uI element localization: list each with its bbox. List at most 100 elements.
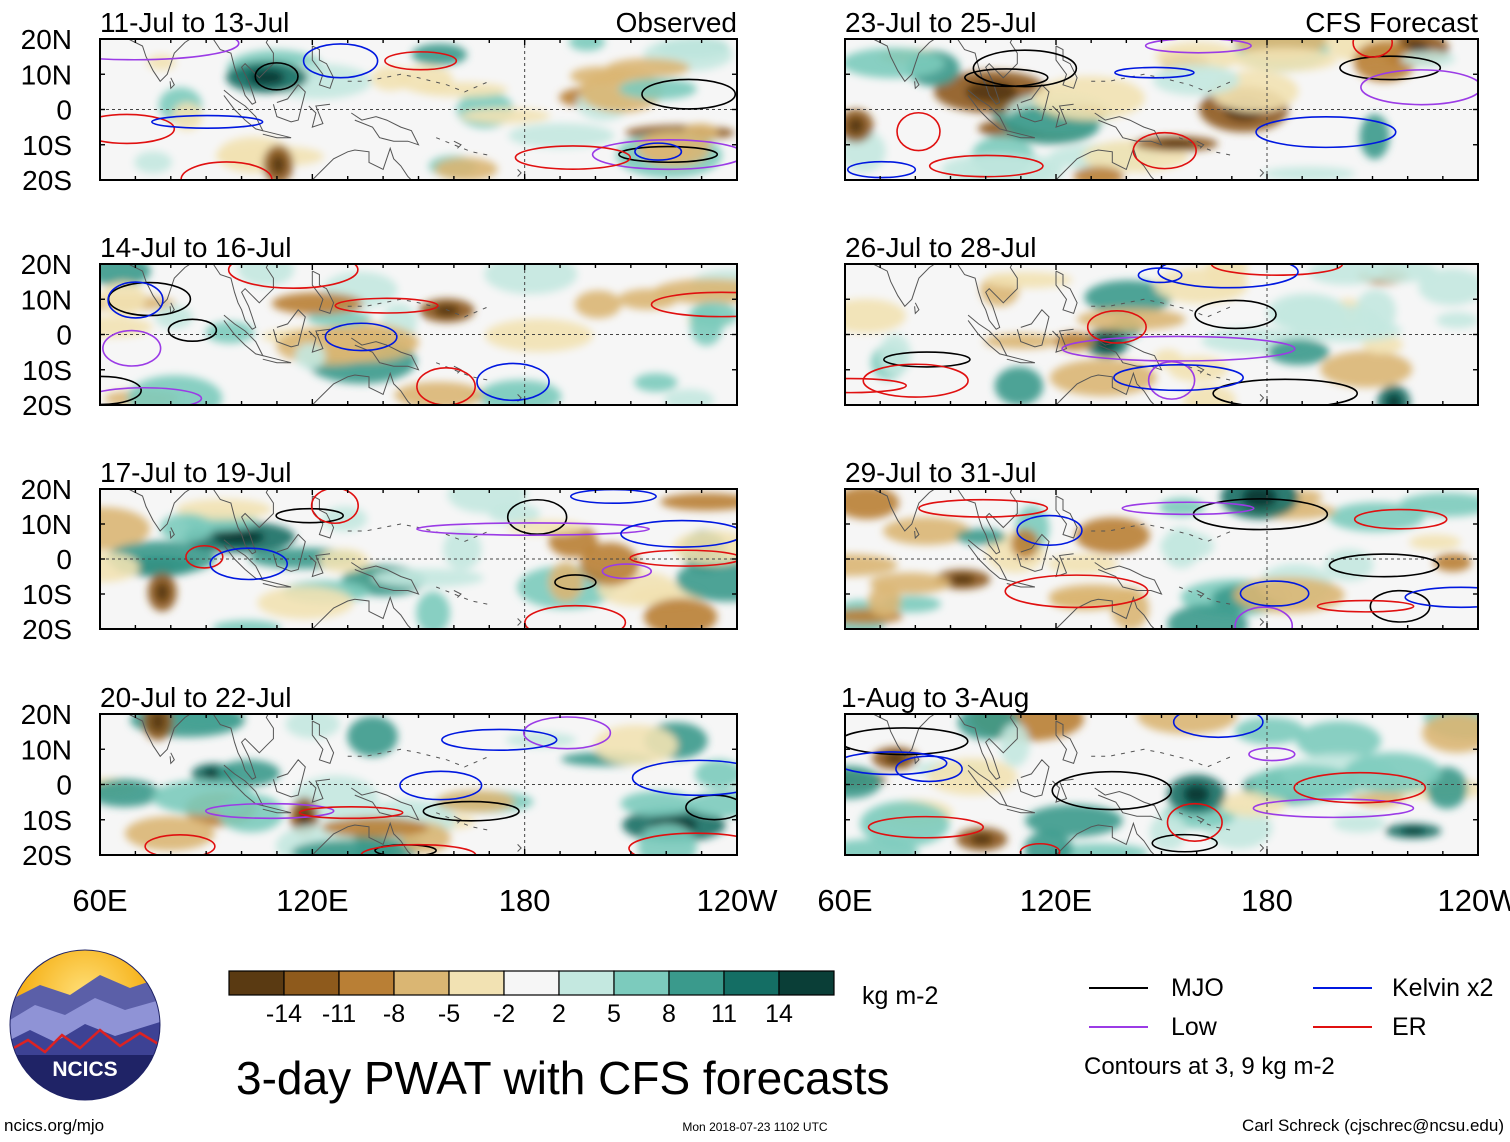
pwat-anomaly — [1136, 714, 1238, 735]
coastline — [914, 302, 920, 315]
pwat-anomaly — [1024, 830, 1073, 855]
colorbar-tick-label: -5 — [438, 1000, 460, 1028]
pwat-anomaly-core — [150, 714, 165, 731]
kelvin-contour — [1239, 580, 1310, 607]
figure-title: 3-day PWAT with CFS forecasts — [236, 1052, 890, 1104]
pwat-anomaly — [689, 301, 737, 328]
pwat-anomaly — [984, 271, 1073, 289]
kelvin-contour — [209, 547, 289, 581]
coastline — [169, 77, 175, 90]
coastline — [1196, 365, 1205, 374]
kelvin-contour — [1113, 364, 1244, 392]
pwat-anomaly — [845, 47, 945, 79]
pwat-anomaly — [1047, 843, 1149, 855]
low-contour — [522, 716, 612, 750]
coastline — [1055, 270, 1078, 315]
coastline — [475, 628, 476, 629]
coastline — [128, 714, 192, 758]
colorbar-tick-label: 2 — [552, 1000, 566, 1028]
coastline — [1259, 394, 1265, 402]
colorbar-swatch — [723, 970, 780, 996]
colorbar-swatch — [668, 970, 725, 996]
kelvin-contour — [846, 160, 917, 179]
y-tick-label: 20S — [22, 165, 72, 196]
pwat-anomaly — [618, 78, 697, 100]
island-chain — [1091, 73, 1232, 93]
pwat-anomaly — [620, 791, 695, 817]
coastline — [1006, 805, 1036, 814]
kelvin-contour — [302, 43, 379, 79]
footer-url: ncics.org/mjo — [4, 1116, 104, 1135]
y-tick-label: 0 — [56, 95, 72, 126]
coastline — [453, 590, 462, 598]
pwat-anomaly — [1073, 166, 1124, 180]
er-contour — [629, 549, 737, 567]
coastline — [169, 752, 175, 765]
pwat-anomaly — [1049, 359, 1157, 397]
coastline — [1259, 844, 1265, 852]
y-tick-label: 20S — [22, 614, 72, 645]
pwat-anomaly — [882, 517, 971, 546]
er-contour — [514, 145, 632, 170]
pwat-anomaly — [638, 129, 711, 167]
coastline — [475, 404, 476, 405]
colorbar-swatch — [283, 970, 340, 996]
pwat-anomaly — [1232, 48, 1338, 72]
mjo-contour — [554, 574, 597, 591]
pwat-anomaly — [257, 586, 354, 620]
pwat-anomaly-core — [214, 529, 265, 546]
low-contour — [591, 139, 737, 171]
y-tick-label: 20N — [21, 24, 72, 55]
pwat-anomaly — [212, 620, 282, 629]
colorbar-swatch — [503, 970, 560, 996]
pwat-anomaly-core — [155, 582, 169, 602]
pwat-anomaly — [845, 553, 898, 577]
er-contour — [1004, 574, 1149, 609]
colorbar-swatch — [228, 970, 285, 996]
pwat-anomaly — [694, 759, 737, 789]
panel-4: 20-Jul to 22-Jul — [99, 682, 738, 856]
overlay-contours — [100, 489, 737, 629]
legend-er-label: ER — [1392, 1013, 1427, 1041]
pwat-anomaly — [1296, 721, 1382, 761]
x-tick-label: 120E — [1020, 883, 1092, 918]
pwat-anomaly-core — [1400, 827, 1426, 835]
kelvin-contour — [476, 362, 550, 402]
pwat-anomaly — [1154, 267, 1248, 304]
panel-period-label: 29-Jul to 31-Jul — [845, 457, 1036, 488]
er-contour — [298, 806, 404, 820]
pwat-anomaly — [1155, 41, 1241, 72]
pwat-anomaly — [1324, 549, 1374, 582]
pwat-anomaly-core — [884, 752, 906, 764]
pwat-anomaly — [217, 759, 281, 787]
pwat-anomaly — [176, 498, 272, 520]
coastline — [1259, 169, 1265, 177]
pwat-anomaly — [1433, 553, 1472, 572]
pwat-anomaly — [606, 58, 691, 78]
pwat-anomaly — [318, 549, 369, 573]
mjo-contour — [1212, 378, 1358, 405]
pwat-anomaly — [574, 290, 622, 319]
low-contour — [601, 563, 653, 580]
mjo-contour — [254, 62, 299, 91]
coastline — [272, 759, 306, 798]
map-panels: 11-Jul to 13-Jul Observed 14-Jul to 16-Jul… — [99, 7, 1479, 856]
er-contour — [1086, 310, 1147, 344]
island-chain — [347, 73, 490, 93]
pwat-anomaly — [568, 39, 606, 51]
pwat-anomaly — [160, 513, 214, 543]
colorbar-tick-label: 5 — [607, 1000, 621, 1028]
pwat-anomaly — [637, 823, 697, 855]
pwat-anomaly — [1149, 814, 1187, 851]
pwat-anomaly — [295, 342, 326, 370]
coastline — [1217, 628, 1219, 629]
mjo-contour — [506, 498, 568, 536]
er-contour — [896, 111, 941, 152]
mjo-contour — [641, 78, 737, 110]
er-contour — [845, 377, 907, 394]
pwat-anomaly — [859, 801, 950, 847]
coastline — [311, 146, 413, 180]
panel-2: 14-Jul to 16-Jul — [99, 232, 738, 406]
coastline — [1055, 595, 1156, 629]
